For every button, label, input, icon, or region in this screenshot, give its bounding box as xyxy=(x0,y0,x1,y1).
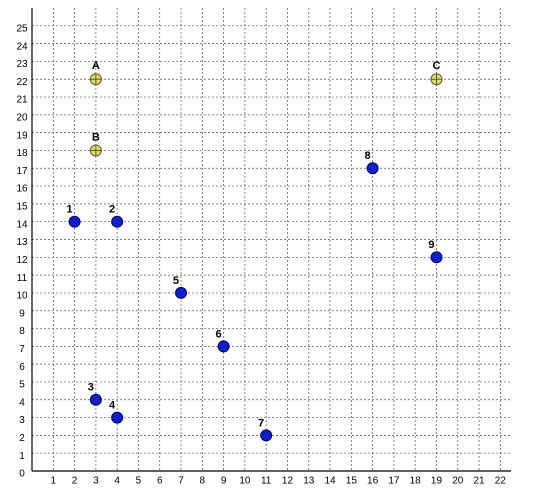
x-tick-label: 12 xyxy=(282,476,294,487)
point: 5 xyxy=(173,275,188,299)
point: 2 xyxy=(109,204,124,228)
point-label: C xyxy=(433,60,441,72)
x-tick-label: 11 xyxy=(261,476,272,487)
y-tick-label: 23 xyxy=(16,59,28,70)
point: B xyxy=(89,131,102,157)
marker xyxy=(217,340,230,353)
y-tick-label: 4 xyxy=(19,397,25,408)
x-tick-label: 4 xyxy=(114,476,120,487)
x-tick-label: 21 xyxy=(474,476,486,487)
y-tick-label: 2 xyxy=(19,433,25,444)
x-tick-label: 6 xyxy=(157,476,163,487)
point-label: 3 xyxy=(88,382,94,394)
x-tick-label: 15 xyxy=(346,476,358,487)
x-tick-label: 22 xyxy=(495,476,507,487)
marker xyxy=(366,162,379,175)
marker xyxy=(260,429,273,442)
y-tick-label: 20 xyxy=(16,112,28,123)
x-tick-label: 5 xyxy=(136,476,142,487)
point: 8 xyxy=(364,150,379,175)
point-label: 6 xyxy=(215,328,221,340)
y-tick-label: 10 xyxy=(16,291,28,302)
x-tick-label: 18 xyxy=(410,476,422,487)
x-tick-label: 7 xyxy=(178,476,184,487)
y-tick-label: 6 xyxy=(19,362,25,373)
point-label: 7 xyxy=(258,417,264,429)
y-tick-label: 8 xyxy=(19,326,25,337)
y-tick-label: 13 xyxy=(16,237,28,248)
point-label: 1 xyxy=(66,204,72,216)
y-tick-label: 16 xyxy=(16,184,28,195)
point-label: A xyxy=(92,60,100,72)
y-tick-label: 14 xyxy=(16,219,28,230)
y-tick-label: 5 xyxy=(19,380,25,391)
point: 7 xyxy=(258,417,273,442)
point: 3 xyxy=(88,382,102,406)
y-tick-label: 9 xyxy=(19,308,25,319)
marker xyxy=(89,393,102,406)
y-tick-label: 18 xyxy=(16,148,28,159)
point: 9 xyxy=(428,239,443,264)
y-tick-label: 3 xyxy=(19,415,25,426)
point-label: B xyxy=(92,131,100,143)
marker xyxy=(175,286,188,299)
point-label: 2 xyxy=(109,204,115,216)
x-tick-label: 19 xyxy=(431,476,443,487)
x-tick-label: 20 xyxy=(452,476,464,487)
point-label: 8 xyxy=(364,150,370,162)
x-tick-label: 2 xyxy=(72,476,78,487)
point: 6 xyxy=(215,328,230,353)
point-label: 5 xyxy=(173,275,179,287)
marker xyxy=(111,215,124,228)
marker xyxy=(68,215,81,228)
x-tick-label: 1 xyxy=(51,476,57,487)
x-tick-label: 16 xyxy=(367,476,379,487)
point-label: 4 xyxy=(109,399,116,411)
y-tick-label: 12 xyxy=(16,255,28,266)
y-tick-label: 24 xyxy=(16,41,28,52)
point-label: 9 xyxy=(428,239,434,251)
point: C xyxy=(430,60,443,86)
y-tick-label: 15 xyxy=(16,202,28,213)
point: 4 xyxy=(109,399,124,424)
y-tick-label: 25 xyxy=(16,23,28,34)
marker xyxy=(430,251,443,264)
point: 1 xyxy=(66,204,81,228)
x-tick-label: 3 xyxy=(93,476,99,487)
x-tick-label: 13 xyxy=(303,476,315,487)
x-tick-label: 9 xyxy=(221,476,227,487)
y-tick-label: 1 xyxy=(19,451,25,462)
x-tick-label: 17 xyxy=(388,476,400,487)
y-tick-label: 22 xyxy=(16,77,28,88)
y-tick-label: 19 xyxy=(16,130,28,141)
marker xyxy=(111,411,124,424)
y-tick-label: 0 xyxy=(19,469,25,480)
y-tick-label: 17 xyxy=(16,166,28,177)
y-tick-label: 21 xyxy=(16,95,28,106)
point: A xyxy=(89,60,102,86)
x-tick-label: 8 xyxy=(200,476,206,487)
x-tick-label: 14 xyxy=(324,476,336,487)
y-tick-label: 7 xyxy=(19,344,25,355)
y-tick-label: 11 xyxy=(17,273,28,284)
x-tick-label: 10 xyxy=(239,476,251,487)
